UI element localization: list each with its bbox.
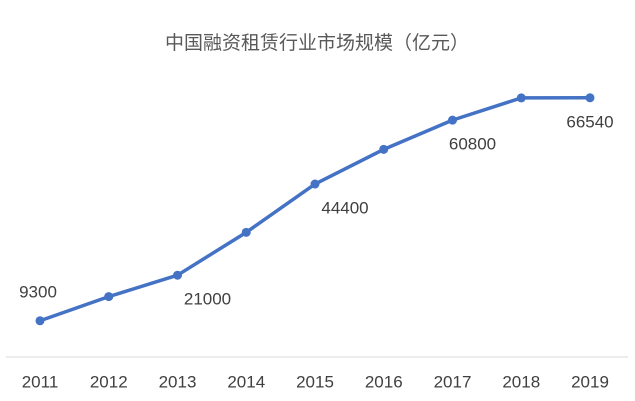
x-tick-label: 2017 [434,372,472,391]
data-label: 60800 [449,135,496,154]
point [585,93,595,103]
x-tick-label: 2012 [90,372,128,391]
x-tick-label: 2011 [22,372,59,391]
data-label: 66540 [566,112,613,131]
data-label: 9300 [19,282,57,301]
point [173,270,182,280]
data-label: 21000 [184,290,231,309]
point [379,144,389,154]
x-tick-label: 2019 [571,372,609,391]
point [241,227,251,237]
point [516,93,526,103]
chart-title: 中国融资租赁行业市场规模（亿元） [165,32,469,54]
x-tick-label: 2014 [227,372,265,391]
point [310,179,320,189]
line [39,96,591,323]
x-tick-label: 2018 [502,372,540,391]
x-tick-label: 2015 [296,372,334,391]
point [35,316,45,326]
point [448,115,457,125]
x-tick-label: 2013 [159,372,197,391]
data-label: 44400 [321,199,368,218]
point [104,292,114,302]
x-tick-label: 2016 [365,372,403,391]
